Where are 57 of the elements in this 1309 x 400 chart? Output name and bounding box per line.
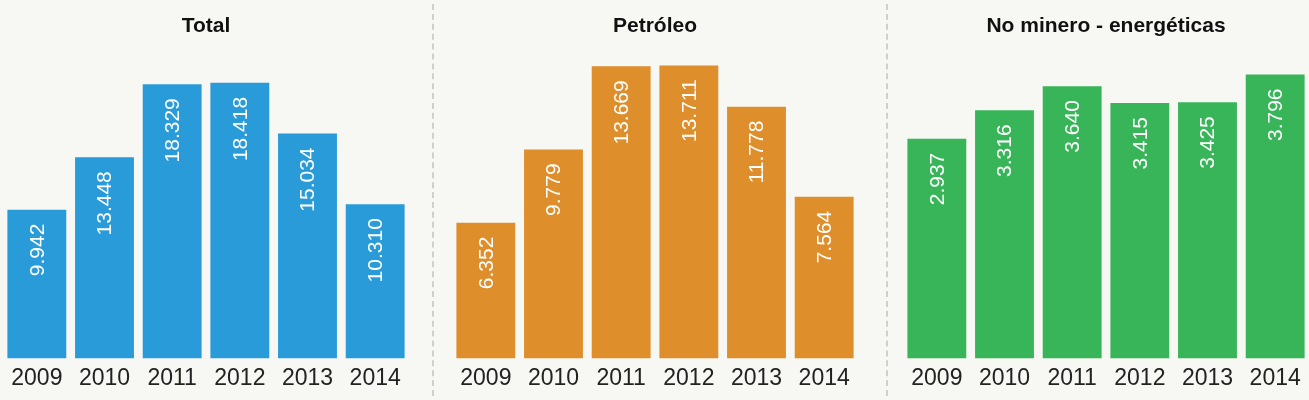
bar bbox=[659, 65, 719, 359]
bar bbox=[907, 138, 967, 359]
x-tick-label: 2014 bbox=[798, 363, 850, 390]
data-label: 9.779 bbox=[541, 163, 565, 216]
data-label: 3.796 bbox=[1262, 88, 1286, 142]
data-label: 9.942 bbox=[24, 223, 48, 277]
x-tick-label: 2009 bbox=[911, 363, 963, 390]
x-tick-label: 2010 bbox=[978, 363, 1031, 390]
data-label: 11.778 bbox=[744, 120, 768, 184]
bar bbox=[456, 222, 516, 359]
bar bbox=[210, 82, 270, 359]
bar bbox=[1178, 102, 1237, 359]
x-tick-label: 2009 bbox=[460, 363, 512, 390]
data-label: 3.425 bbox=[1195, 116, 1219, 169]
chart-title: Total bbox=[181, 13, 231, 37]
x-tick-label: 2012 bbox=[663, 363, 715, 390]
x-tick-label: 2014 bbox=[349, 363, 401, 390]
x-tick-label: 2011 bbox=[147, 363, 197, 390]
data-label: 3.415 bbox=[1127, 116, 1151, 170]
data-label: 15.034 bbox=[295, 147, 319, 212]
data-label: 13.448 bbox=[92, 171, 116, 236]
data-label: 3.316 bbox=[992, 124, 1016, 177]
bar bbox=[975, 110, 1034, 359]
data-label: 3.640 bbox=[1059, 100, 1083, 153]
bar bbox=[591, 66, 651, 359]
x-tick-label: 2011 bbox=[596, 363, 646, 390]
x-tick-label: 2013 bbox=[1181, 363, 1234, 390]
data-label: 10.310 bbox=[362, 218, 386, 283]
x-tick-label: 2011 bbox=[1047, 363, 1097, 390]
chart-title: No minero - energéticas bbox=[986, 13, 1226, 37]
bar bbox=[345, 204, 405, 359]
x-tick-label: 2010 bbox=[78, 363, 131, 390]
bar bbox=[142, 84, 202, 359]
data-label: 7.564 bbox=[811, 210, 835, 264]
data-label: 6.352 bbox=[473, 236, 497, 290]
data-label: 13.711 bbox=[676, 79, 700, 143]
bar bbox=[524, 149, 583, 359]
bar bbox=[7, 209, 67, 359]
bar bbox=[278, 133, 337, 359]
bar bbox=[1245, 74, 1305, 359]
bar bbox=[1110, 102, 1170, 359]
bar bbox=[727, 106, 786, 359]
x-tick-label: 2013 bbox=[281, 363, 334, 390]
x-tick-label: 2012 bbox=[214, 363, 266, 390]
chart-title: Petróleo bbox=[612, 13, 698, 37]
x-tick-label: 2013 bbox=[730, 363, 783, 390]
x-tick-label: 2012 bbox=[1114, 363, 1166, 390]
x-tick-label: 2009 bbox=[11, 363, 63, 390]
bar bbox=[1042, 86, 1102, 359]
data-label: 18.329 bbox=[159, 98, 183, 163]
data-label: 18.418 bbox=[227, 96, 251, 162]
data-label: 2.937 bbox=[924, 152, 948, 206]
bar bbox=[75, 157, 134, 359]
data-label: 13.669 bbox=[608, 80, 632, 145]
x-tick-label: 2010 bbox=[527, 363, 580, 390]
x-tick-label: 2014 bbox=[1249, 363, 1301, 390]
bar bbox=[794, 196, 854, 359]
